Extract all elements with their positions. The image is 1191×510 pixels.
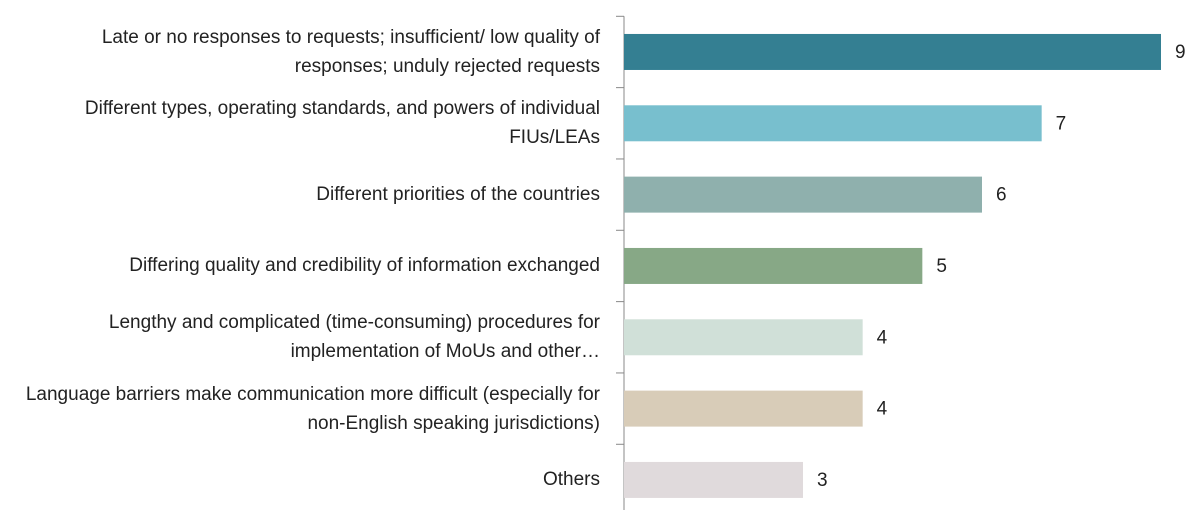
category-label: Lengthy and complicated (time-consuming)… [6,302,600,373]
bar [624,105,1042,142]
value-label: 4 [877,399,888,420]
value-label: 5 [936,256,947,277]
category-label: Late or no responses to requests; insuff… [6,16,600,87]
bar [624,461,803,498]
category-label: Different types, operating standards, an… [6,88,600,159]
category-text: Lengthy and complicated (time-consuming)… [108,312,600,363]
value-label: 7 [1056,113,1067,134]
category-label: Others [6,444,600,510]
category-text: Others [542,469,600,491]
bar [624,247,923,284]
bar [624,390,863,427]
category-text: Late or no responses to requests; insuff… [101,26,600,77]
bar [624,319,863,356]
value-label: 9 [1175,42,1186,63]
category-text: Different types, operating standards, an… [84,98,600,149]
category-text: Language barriers make communication mor… [25,383,600,434]
category-text: Different priorities of the countries [316,184,600,206]
value-label: 4 [877,327,888,348]
category-text: Differing quality and credibility of inf… [129,255,600,277]
category-label: Language barriers make communication mor… [6,373,600,444]
bar [624,33,1161,70]
value-label: 3 [817,470,828,491]
bar [624,176,982,213]
category-label: Differing quality and credibility of inf… [6,230,600,301]
category-label: Different priorities of the countries [6,159,600,230]
value-label: 6 [996,185,1007,206]
